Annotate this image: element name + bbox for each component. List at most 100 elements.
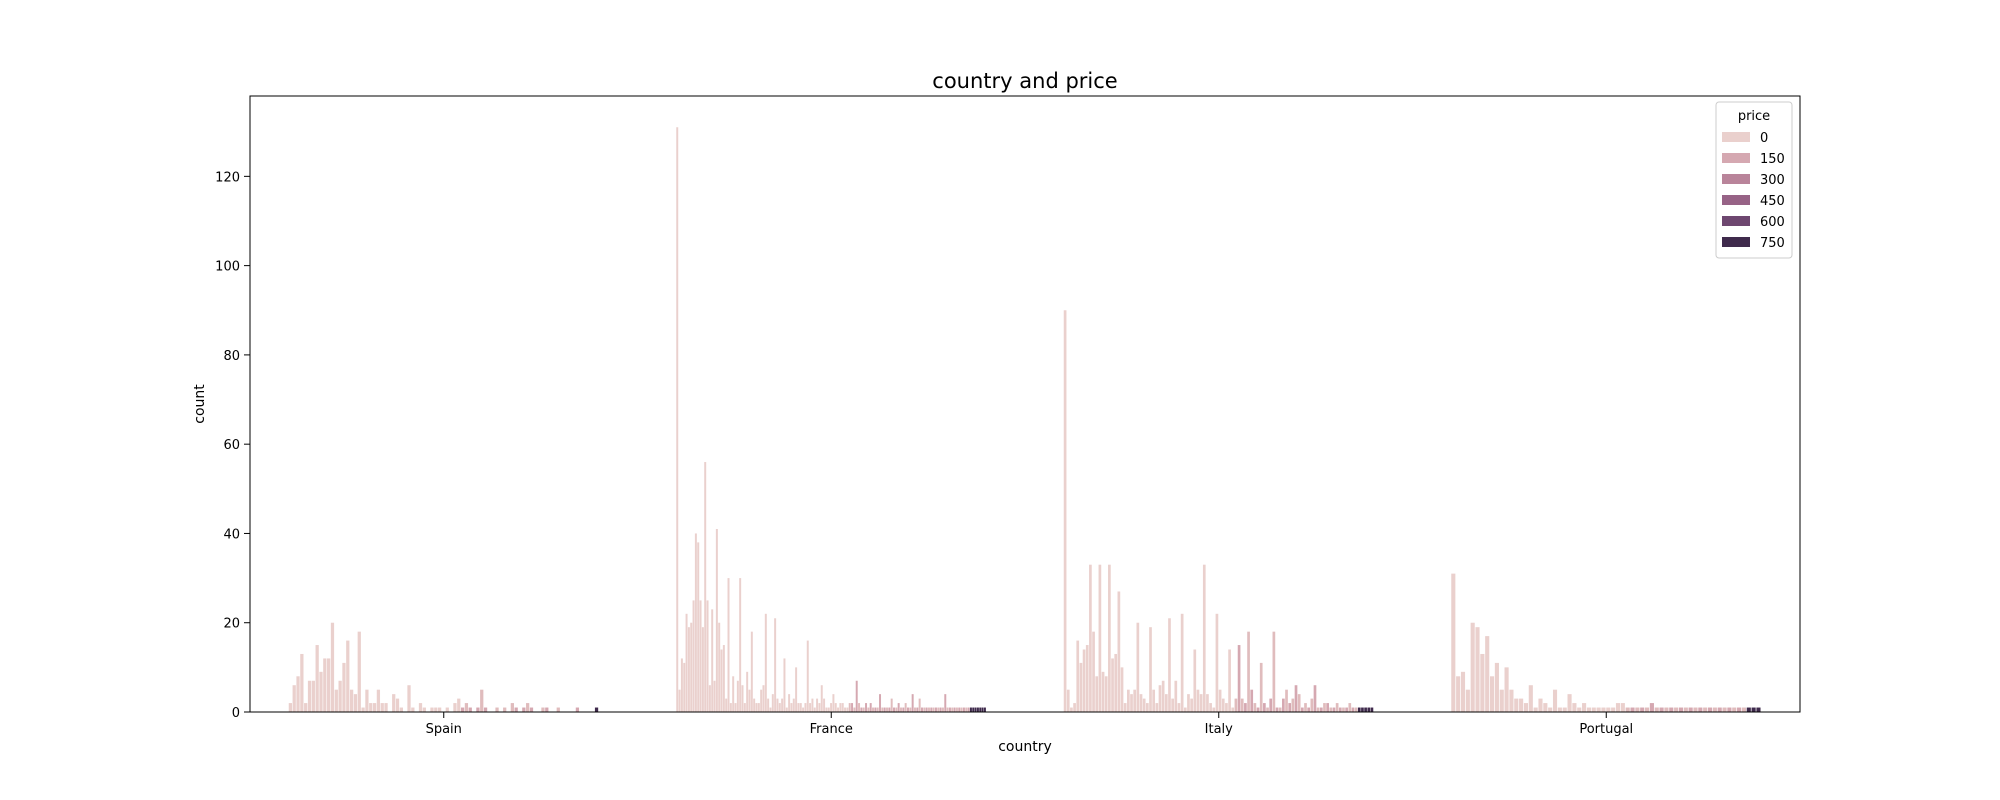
- bar: [1357, 707, 1361, 712]
- bar: [304, 703, 308, 712]
- bar: [872, 707, 875, 712]
- y-tick-label: 120: [215, 170, 240, 185]
- legend-entry-label: 300: [1760, 173, 1785, 188]
- bar: [1338, 707, 1342, 712]
- bar: [1514, 698, 1519, 712]
- bar: [1180, 613, 1184, 712]
- bar: [918, 698, 921, 712]
- bar: [1717, 707, 1722, 712]
- bar: [748, 689, 751, 712]
- legend-entry-label: 150: [1760, 152, 1785, 167]
- bar: [739, 578, 742, 712]
- bar: [1596, 707, 1601, 712]
- bar: [1586, 707, 1591, 712]
- bar: [799, 703, 802, 712]
- bar: [1171, 698, 1174, 712]
- bar: [895, 707, 898, 712]
- bar: [1659, 707, 1664, 712]
- bar: [979, 707, 982, 712]
- bar: [1098, 564, 1102, 712]
- bar: [514, 707, 518, 712]
- bar: [327, 658, 331, 712]
- bar: [1323, 703, 1326, 712]
- bar: [1187, 694, 1190, 712]
- bar: [1149, 627, 1152, 712]
- bar: [900, 707, 902, 712]
- bar: [1335, 703, 1339, 712]
- bar: [1145, 703, 1149, 712]
- bar: [1253, 703, 1257, 712]
- bar: [357, 631, 361, 712]
- bar: [1688, 707, 1693, 712]
- bar: [886, 707, 889, 712]
- bar: [1548, 707, 1553, 712]
- bar: [1225, 703, 1228, 712]
- bar: [1228, 649, 1231, 712]
- bar: [976, 707, 979, 712]
- bar: [1630, 707, 1635, 712]
- bar: [483, 707, 488, 712]
- bar: [445, 707, 449, 712]
- bar-group-france: [676, 127, 986, 712]
- bar: [1456, 676, 1461, 712]
- bar: [983, 707, 986, 712]
- bar: [932, 707, 935, 712]
- bar: [545, 707, 549, 712]
- bar: [881, 707, 884, 712]
- bar: [453, 703, 457, 712]
- bar: [292, 685, 296, 712]
- bar: [1533, 707, 1538, 712]
- bar: [1348, 703, 1352, 712]
- legend-swatch: [1722, 216, 1750, 226]
- plot-frame: [249, 95, 1801, 713]
- bar: [944, 694, 947, 712]
- bar: [1470, 622, 1475, 712]
- bar: [575, 707, 580, 712]
- bar: [1095, 676, 1099, 712]
- bar: [476, 707, 480, 712]
- bar: [1212, 707, 1216, 712]
- bar: [342, 662, 346, 712]
- bar: [764, 613, 767, 712]
- bar: [422, 707, 426, 712]
- bar: [879, 694, 882, 712]
- bar: [541, 707, 545, 712]
- bar: [967, 707, 970, 712]
- bar: [399, 707, 403, 712]
- bar: [937, 707, 940, 712]
- bar: [407, 685, 411, 712]
- bar: [1130, 694, 1133, 712]
- bar: [706, 600, 709, 712]
- bar: [708, 685, 711, 712]
- legend-swatch: [1722, 195, 1750, 205]
- bar: [1218, 689, 1222, 712]
- bar: [1250, 689, 1254, 712]
- bar: [296, 676, 300, 712]
- bar: [1640, 707, 1645, 712]
- bar: [1288, 703, 1292, 712]
- bar: [685, 613, 688, 712]
- bar: [909, 707, 912, 712]
- bar: [300, 653, 304, 712]
- bar: [288, 703, 293, 712]
- bar: [1485, 636, 1490, 712]
- y-tick-label: 40: [223, 527, 240, 542]
- bar: [860, 707, 863, 712]
- bar: [1066, 689, 1070, 712]
- bar: [1741, 707, 1746, 712]
- bar: [925, 707, 928, 712]
- bar: [1263, 703, 1266, 712]
- bar: [503, 707, 507, 712]
- bar: [1528, 685, 1533, 712]
- legend-swatch: [1722, 132, 1750, 142]
- bar: [1332, 707, 1336, 712]
- bar: [1737, 707, 1742, 712]
- bar: [1460, 671, 1466, 712]
- bar: [741, 685, 744, 712]
- bar-group-italy: [1063, 310, 1374, 712]
- bar: [1494, 662, 1499, 712]
- bar: [729, 703, 732, 712]
- bar: [1133, 689, 1137, 712]
- bar: [315, 645, 319, 712]
- bar: [1073, 703, 1076, 712]
